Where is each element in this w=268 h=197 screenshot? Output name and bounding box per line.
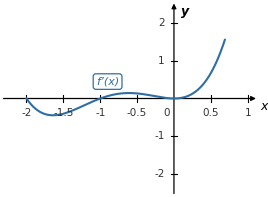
Text: 1: 1 xyxy=(244,108,251,118)
Text: -1: -1 xyxy=(154,131,165,141)
Text: -2: -2 xyxy=(154,169,165,179)
Text: 2: 2 xyxy=(158,18,165,28)
Text: 0.5: 0.5 xyxy=(203,108,219,118)
Text: -2: -2 xyxy=(21,108,32,118)
Text: -1: -1 xyxy=(95,108,105,118)
Text: x: x xyxy=(260,100,267,113)
Text: y: y xyxy=(181,5,189,18)
Text: -0.5: -0.5 xyxy=(127,108,147,118)
Text: 1: 1 xyxy=(158,56,165,66)
Text: f’(x): f’(x) xyxy=(96,77,119,86)
Text: 0: 0 xyxy=(163,108,170,118)
Text: -1.5: -1.5 xyxy=(53,108,73,118)
